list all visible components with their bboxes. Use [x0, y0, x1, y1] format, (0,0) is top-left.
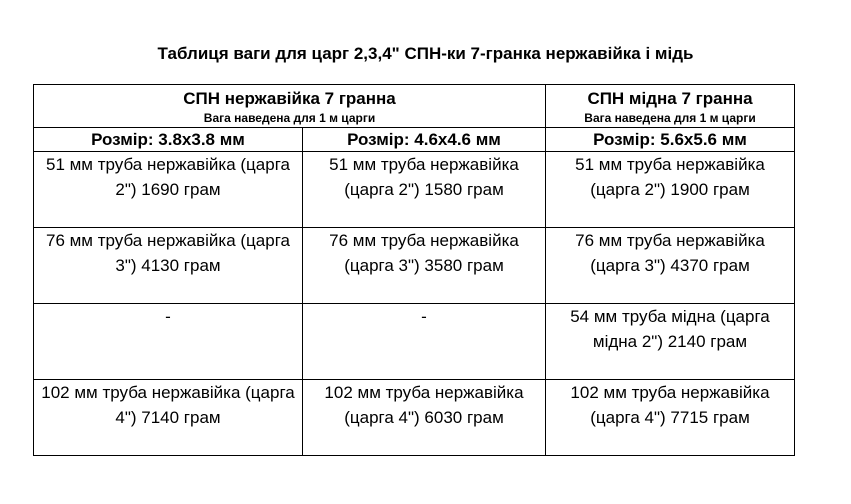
table-cell: 76 мм труба нержавійка (царга 3") 3580 г…: [302, 227, 546, 304]
group-note: Вага наведена для 1 м царги: [203, 111, 376, 125]
group-header-row: СПН нержавійка 7 гранна Вага наведена дл…: [33, 84, 795, 128]
group-title: СПН мідна 7 гранна: [587, 89, 753, 108]
size-header: Розмір: 3.8x3.8 мм: [33, 127, 303, 152]
page-title: Таблиця ваги для царг 2,3,4" СПН-ки 7-гр…: [157, 44, 694, 63]
table-cell: 102 мм труба нержавійка (царга 4") 7715 …: [545, 379, 795, 456]
size-row: Розмір: 3.8x3.8 мм Розмір: 4.6x4.6 мм Ро…: [33, 127, 795, 152]
table-cell: -: [302, 303, 546, 380]
table-cell: 102 мм труба нержавійка (царга 4") 6030 …: [302, 379, 546, 456]
group-header-stainless: СПН нержавійка 7 гранна Вага наведена дл…: [33, 84, 546, 128]
size-header: Розмір: 4.6x4.6 мм: [302, 127, 546, 152]
table-row: - - 54 мм труба мідна (царга мідна 2") 2…: [33, 303, 795, 380]
table-row: 76 мм труба нержавійка (царга 3") 4130 г…: [33, 227, 795, 304]
group-header-copper: СПН мідна 7 гранна Вага наведена для 1 м…: [545, 84, 795, 128]
table-cell: -: [33, 303, 303, 380]
table-cell: 76 мм труба нержавійка (царга 3") 4370 г…: [545, 227, 795, 304]
table-cell: 51 мм труба нержавійка (царга 2") 1690 г…: [33, 151, 303, 228]
group-note: Вага наведена для 1 м царги: [584, 111, 756, 125]
weight-table: СПН нержавійка 7 гранна Вага наведена дл…: [33, 84, 795, 456]
table-cell: 51 мм труба нержавійка (царга 2") 1900 г…: [545, 151, 795, 228]
size-header: Розмір: 5.6x5.6 мм: [545, 127, 795, 152]
table-row: 51 мм труба нержавійка (царга 2") 1690 г…: [33, 151, 795, 228]
group-title: СПН нержавійка 7 гранна: [183, 89, 396, 108]
table-row: 102 мм труба нержавійка (царга 4") 7140 …: [33, 379, 795, 456]
table-cell: 51 мм труба нержавійка (царга 2") 1580 г…: [302, 151, 546, 228]
table-cell: 76 мм труба нержавійка (царга 3") 4130 г…: [33, 227, 303, 304]
table-cell: 102 мм труба нержавійка (царга 4") 7140 …: [33, 379, 303, 456]
table-cell: 54 мм труба мідна (царга мідна 2") 2140 …: [545, 303, 795, 380]
